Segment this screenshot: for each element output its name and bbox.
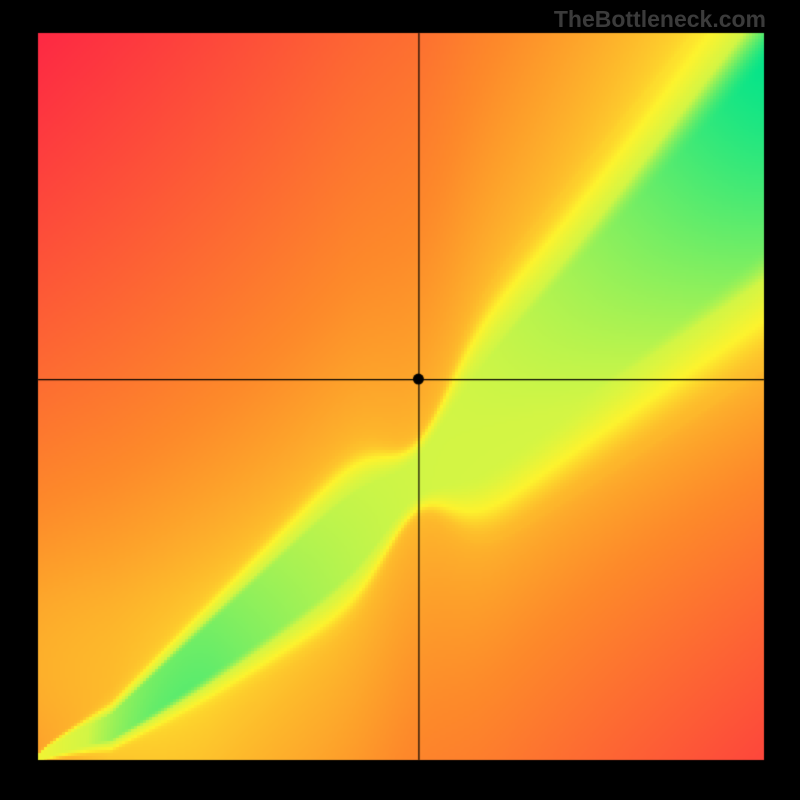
bottleneck-heatmap xyxy=(0,0,800,800)
watermark-text: TheBottleneck.com xyxy=(554,6,766,33)
chart-container: TheBottleneck.com xyxy=(0,0,800,800)
